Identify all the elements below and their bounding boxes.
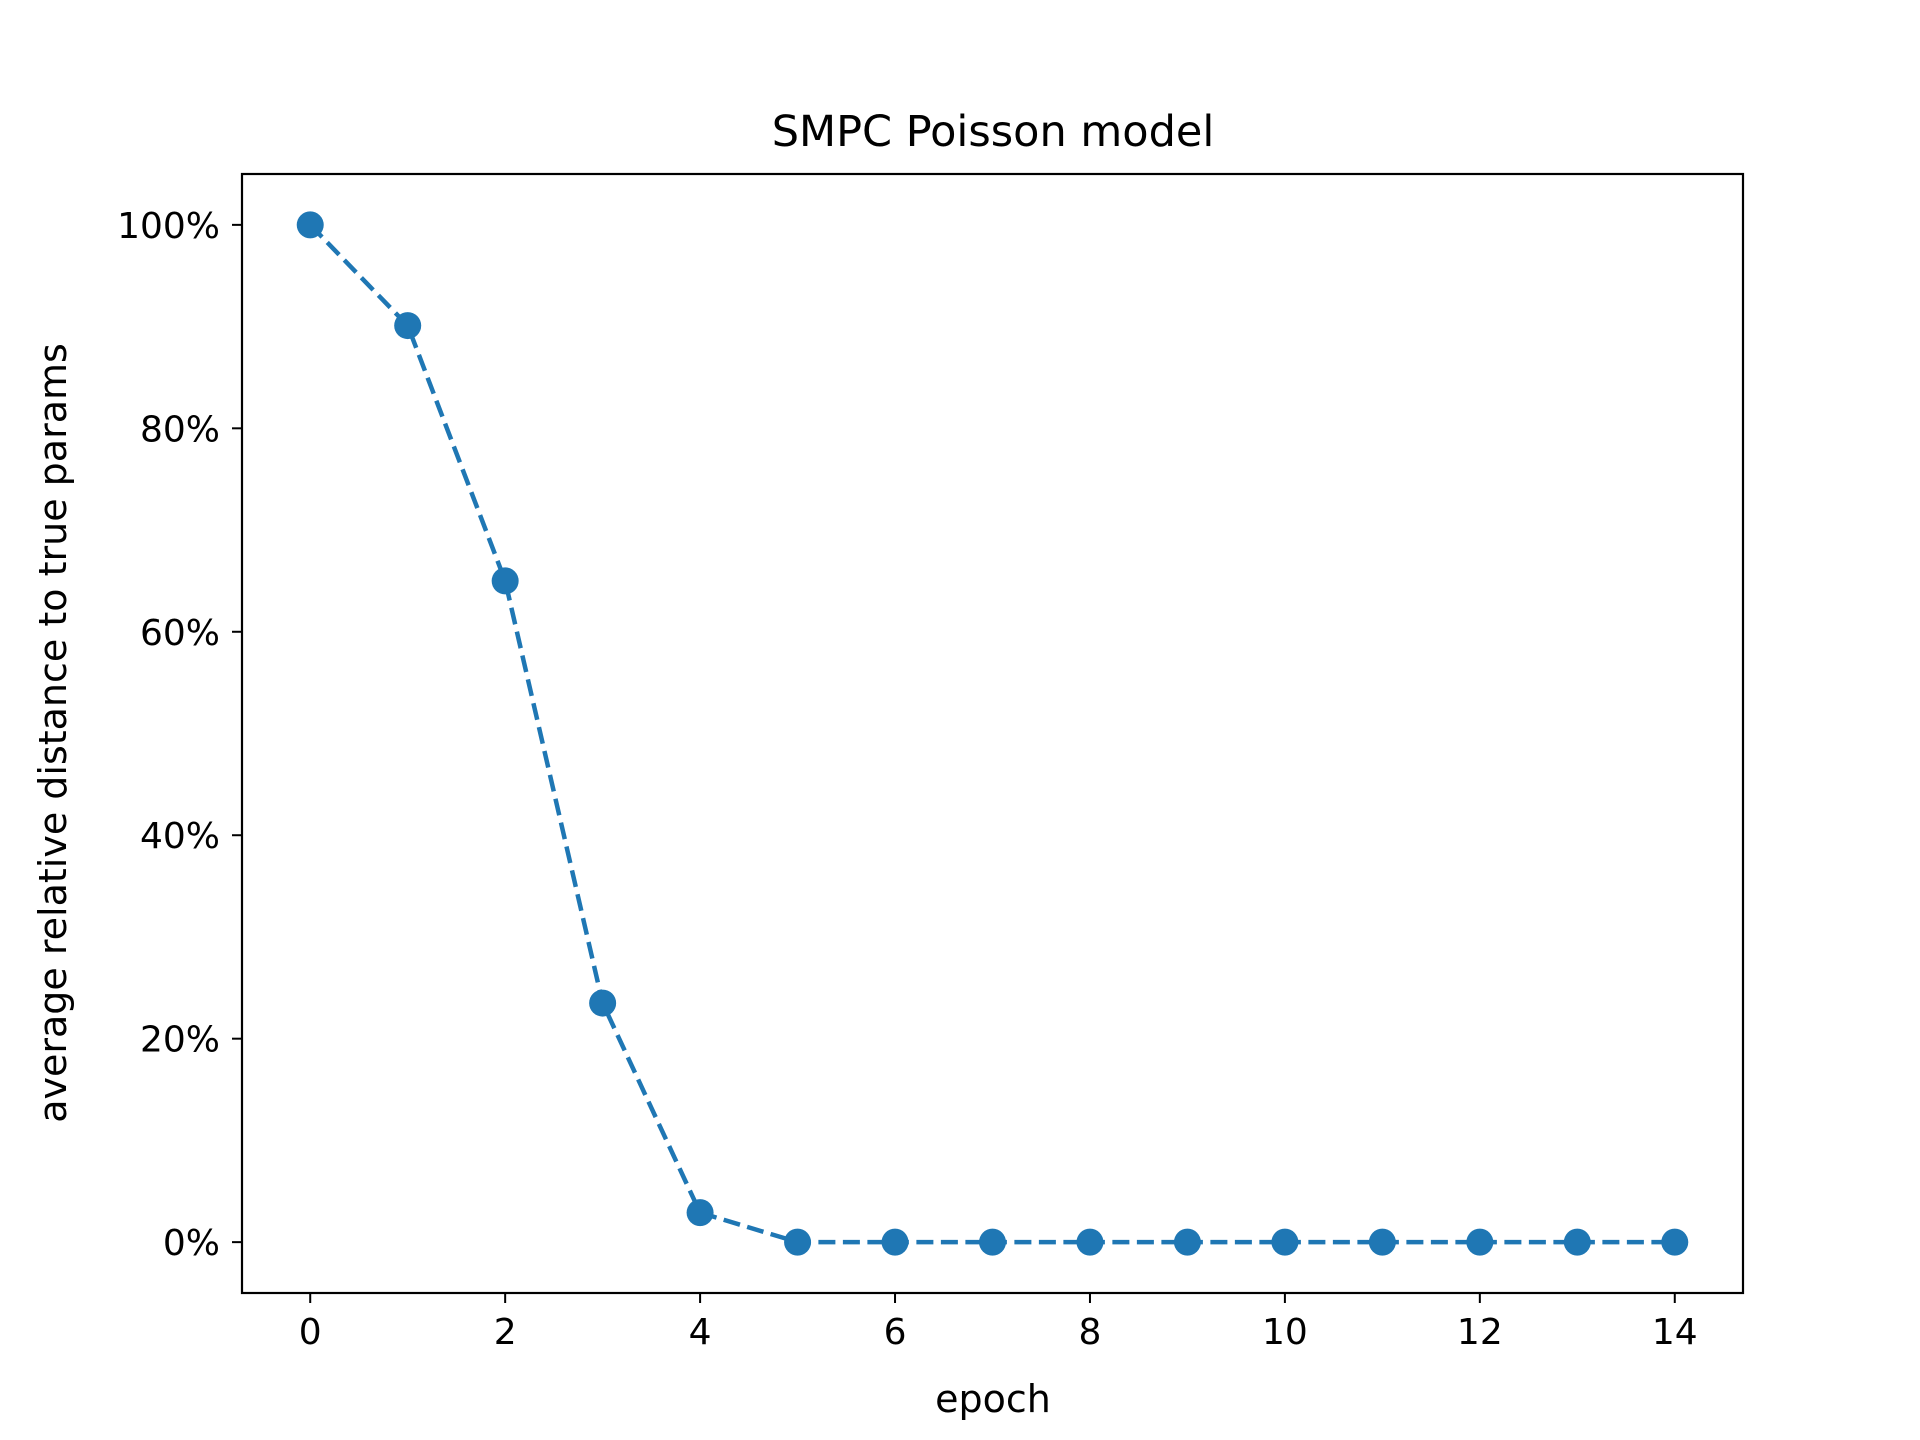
x-tick-label: 4 <box>689 1312 712 1353</box>
y-tick-label: 60% <box>140 613 220 654</box>
data-point <box>296 211 324 239</box>
data-point <box>1368 1228 1396 1256</box>
x-tick-label: 14 <box>1652 1312 1698 1353</box>
x-tick-label: 2 <box>494 1312 517 1353</box>
data-point <box>1173 1228 1201 1256</box>
series-line <box>308 223 1675 1245</box>
data-point <box>394 312 422 340</box>
data-point <box>1563 1228 1591 1256</box>
x-tick-label: 8 <box>1079 1312 1102 1353</box>
data-point <box>686 1199 714 1227</box>
x-tick-label: 6 <box>884 1312 907 1353</box>
y-tick-label: 0% <box>163 1223 220 1264</box>
y-tick-label: 80% <box>140 409 220 450</box>
data-point <box>1661 1228 1689 1256</box>
data-point <box>491 567 519 595</box>
x-tick-label: 10 <box>1262 1312 1308 1353</box>
y-axis-label: average relative distance to true params <box>31 343 75 1123</box>
data-point <box>784 1228 812 1256</box>
data-point <box>1076 1228 1104 1256</box>
data-point <box>881 1228 909 1256</box>
data-point <box>1271 1228 1299 1256</box>
y-tick-label: 100% <box>117 206 220 247</box>
data-point <box>979 1228 1006 1256</box>
plot-frame <box>240 172 1745 1295</box>
series-layer <box>296 211 1689 1256</box>
x-axis-ticks: 0 2 4 6 8 10 12 14 <box>299 1293 1698 1353</box>
x-tick-label: 0 <box>299 1312 322 1353</box>
data-point <box>589 989 617 1017</box>
chart-title: SMPC Poisson model <box>772 107 1215 157</box>
x-tick-label: 12 <box>1457 1312 1503 1353</box>
y-tick-label: 20% <box>140 1020 220 1061</box>
y-axis-ticks: 0% 20% 40% 60% 80% 100% <box>117 206 242 1264</box>
x-axis-label: epoch <box>935 1377 1051 1421</box>
data-point <box>1466 1228 1494 1256</box>
y-tick-label: 40% <box>140 816 220 857</box>
